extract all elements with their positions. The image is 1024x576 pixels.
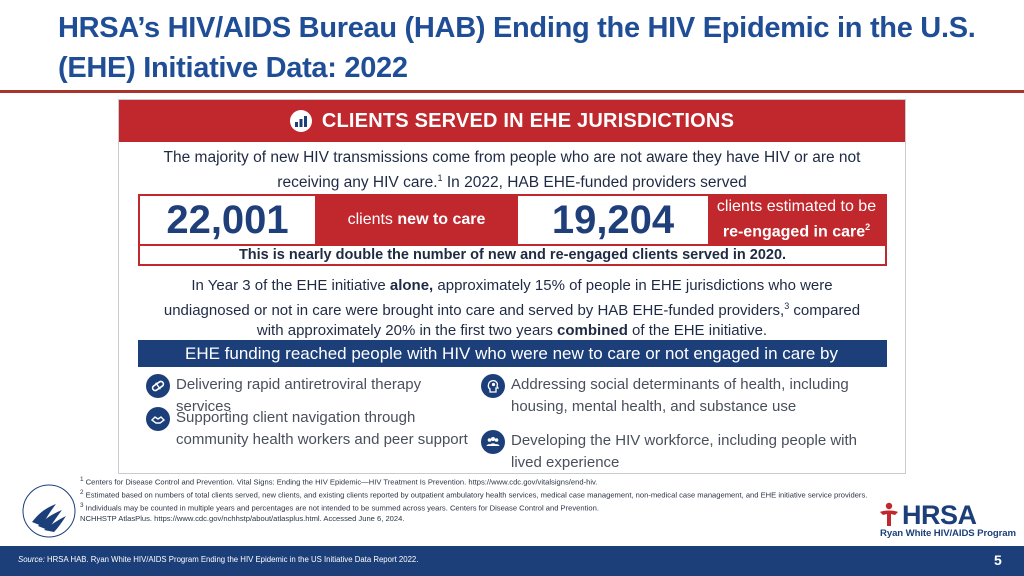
footnote-2-marker: 2 xyxy=(80,488,84,496)
panel-header-text: CLIENTS SERVED IN EHE JURISDICTIONS xyxy=(321,109,735,132)
intro-line-1: The majority of new HIV transmissions co… xyxy=(163,149,861,166)
source-text: HRSA HAB. Ryan White HIV/AIDS Program En… xyxy=(44,555,419,564)
source-label: Source: xyxy=(18,555,45,564)
list-item-navigation-label: Supporting client navigation through com… xyxy=(176,409,468,448)
year3-line-1: In Year 3 of the EHE initiative alone, a… xyxy=(159,276,865,296)
stat-reengaged-label-line1: clients estimated to be xyxy=(716,198,877,216)
footnotes: 1 Centers for Disease Control and Preven… xyxy=(80,475,880,524)
pill-icon xyxy=(146,374,170,398)
stat-reengaged-label-bold: re-engaged in care xyxy=(722,223,866,241)
stat-reengaged-value: 19,204 xyxy=(518,196,708,244)
funding-bar: EHE funding reached people with HIV who … xyxy=(138,340,887,367)
stat-new-label-a: clients xyxy=(347,211,393,228)
footnote-3-marker: 3 xyxy=(80,501,84,509)
source-bar: Source: HRSA HAB. Ryan White HIV/AIDS Pr… xyxy=(0,546,1024,576)
stats-row: 22,001 clients new to care 19,204 client… xyxy=(138,194,887,266)
hrsa-wordmark: HRSA xyxy=(902,500,977,530)
source-citation: Source: HRSA HAB. Ryan White HIV/AIDS Pr… xyxy=(18,555,418,564)
footnote-ref-1: 1 xyxy=(437,173,443,183)
people-group-icon xyxy=(481,430,505,454)
hhs-seal-logo xyxy=(20,482,78,540)
list-item-workforce: Developing the HIV workforce, including … xyxy=(481,430,873,474)
footnote-1-text: Centers for Disease Control and Preventi… xyxy=(85,477,598,487)
year3-line-3: with approximately 20% in the first two … xyxy=(159,321,865,341)
title-divider xyxy=(0,90,1024,93)
year3-d: compared xyxy=(789,302,861,319)
footnote-1-marker: 1 xyxy=(80,476,84,483)
ryan-white-figure-icon xyxy=(880,502,898,526)
clients-served-panel: CLIENTS SERVED IN EHE JURISDICTIONS The … xyxy=(118,99,906,474)
list-item-art-label: Delivering rapid antiretroviral therapy … xyxy=(176,376,422,415)
stat-reengaged-label-line2: re-engaged in care2 xyxy=(723,217,870,242)
year3-a: In Year 3 of the EHE initiative xyxy=(191,277,390,294)
list-item-sdoh: Addressing social determinants of health… xyxy=(481,374,873,418)
list-item-art: Delivering rapid antiretroviral therapy … xyxy=(146,374,466,418)
year3-bold-combined: combined xyxy=(557,322,628,339)
footnote-3-text-a: Individuals may be counted in multiple y… xyxy=(85,503,599,513)
list-item-workforce-label: Developing the HIV workforce, including … xyxy=(511,432,858,471)
year3-e: with approximately 20% in the first two … xyxy=(256,322,558,339)
year3-c: undiagnosed or not in care were brought … xyxy=(163,302,785,319)
footnote-3-cont: NCHHSTP AtlasPlus. https://www.cdc.gov/n… xyxy=(80,513,405,523)
footnote-ref-3: 3 xyxy=(784,301,790,311)
handshake-icon xyxy=(146,407,170,431)
footnote-ref-2: 2 xyxy=(865,222,871,233)
intro-text: The majority of new HIV transmissions co… xyxy=(159,148,865,193)
list-item-navigation: Supporting client navigation through com… xyxy=(146,407,476,451)
head-gears-icon xyxy=(481,374,505,398)
hrsa-logo: HRSA Ryan White HIV/AIDS Program xyxy=(878,500,1016,540)
stat-new-label-b: new to care xyxy=(397,211,486,228)
year3-b: approximately 15% of people in EHE juris… xyxy=(433,277,833,294)
year3-text: In Year 3 of the EHE initiative alone, a… xyxy=(159,276,865,341)
footnote-2: 2 Estimated based on numbers of total cl… xyxy=(80,488,880,501)
intro-line-2: receiving any HIV care.1 In 2022, HAB EH… xyxy=(159,168,865,193)
footnote-1: 1 Centers for Disease Control and Preven… xyxy=(80,475,880,488)
intro-line-2-b: In 2022, HAB EHE-funded providers served xyxy=(442,174,747,192)
footnote-3: 3 Individuals may be counted in multiple… xyxy=(80,501,880,514)
stat-reengaged-label: clients estimated to be re-engaged in ca… xyxy=(708,196,885,244)
list-item-sdoh-label: Addressing social determinants of health… xyxy=(511,376,849,415)
year3-line-2: undiagnosed or not in care were brought … xyxy=(159,296,865,321)
year3-bold-alone: alone, xyxy=(389,277,434,294)
slide-title: HRSA’s HIV/AIDS Bureau (HAB) Ending the … xyxy=(58,12,976,84)
footnote-2-text: Estimated based on numbers of total clie… xyxy=(85,490,868,500)
page-number: 5 xyxy=(994,552,1002,568)
panel-header: CLIENTS SERVED IN EHE JURISDICTIONS xyxy=(119,100,905,142)
stats-note: This is nearly double the number of new … xyxy=(140,244,885,264)
bar-chart-icon xyxy=(289,110,312,132)
intro-line-2-a: receiving any HIV care. xyxy=(277,174,438,192)
year3-f: of the EHE initiative. xyxy=(627,322,768,339)
stat-new-to-care-value: 22,001 xyxy=(140,196,315,244)
stat-new-to-care-label: clients new to care xyxy=(315,196,518,244)
hrsa-program-name: Ryan White HIV/AIDS Program xyxy=(880,528,1016,539)
